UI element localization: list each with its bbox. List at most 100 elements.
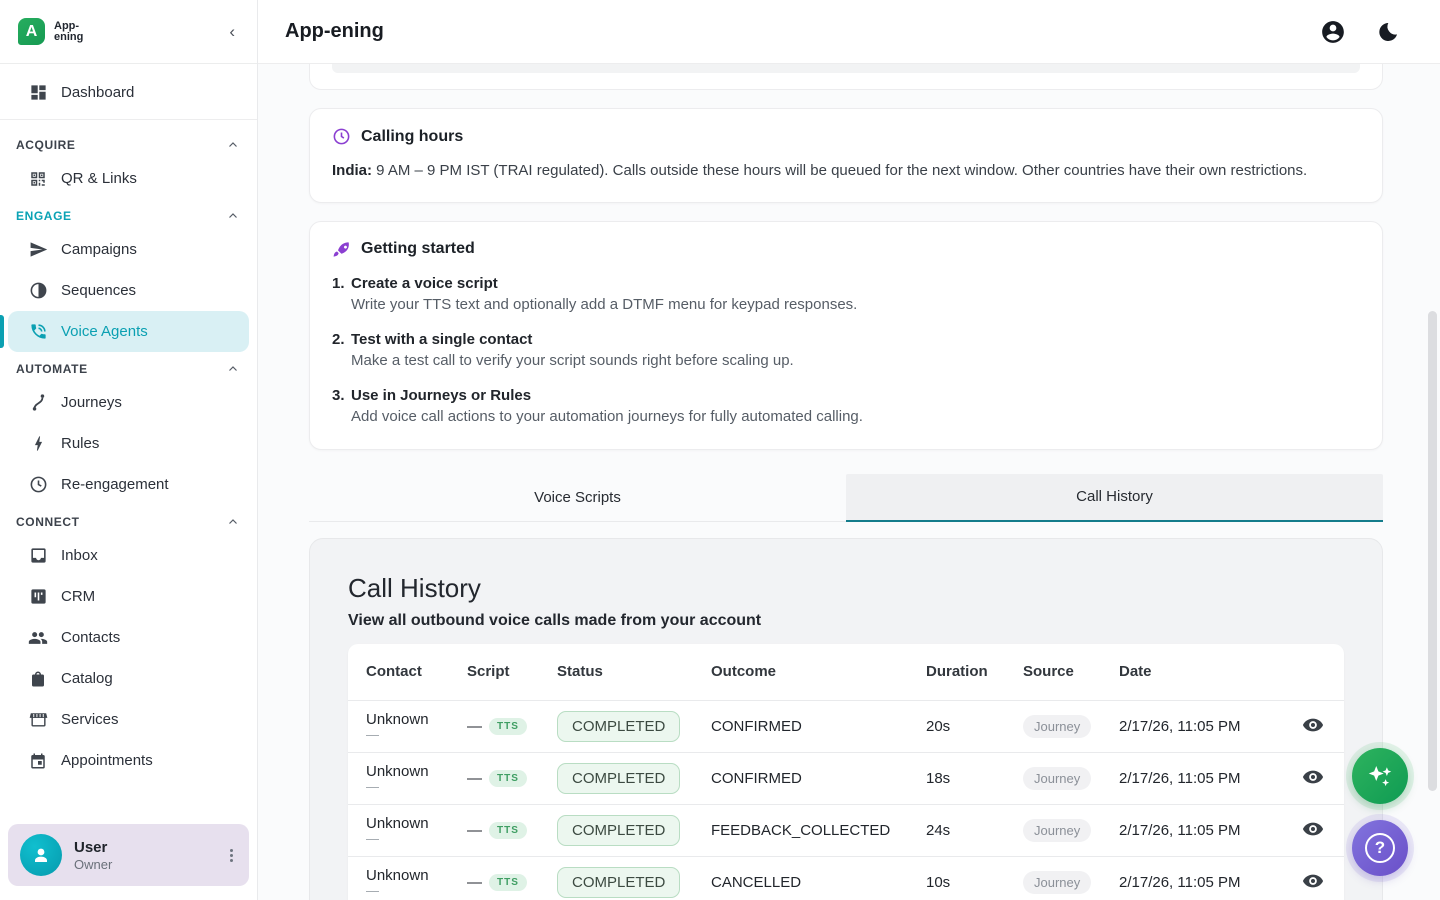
step-number: 2. <box>332 330 345 348</box>
dark-mode-moon-icon[interactable] <box>1376 20 1400 44</box>
dashboard-icon <box>28 83 48 103</box>
sidebar-item-label: CRM <box>61 588 96 605</box>
contact-sub: — <box>366 726 379 742</box>
scrolled-card-remnant <box>309 64 1383 90</box>
brand-logo-icon: A <box>18 18 45 45</box>
view-call-eye-icon[interactable] <box>1300 712 1326 738</box>
contact-name: Unknown <box>366 710 429 728</box>
rocket-icon <box>333 242 349 257</box>
sidebar-item-dashboard[interactable]: Dashboard <box>0 72 257 113</box>
country-label: India: <box>332 162 372 179</box>
chevron-up-icon <box>229 519 237 524</box>
step-description: Add voice call actions to your automatio… <box>351 407 863 425</box>
section-label: CONNECT <box>16 515 80 529</box>
section-acquire[interactable]: ACQUIRE <box>0 128 257 158</box>
step-description: Write your TTS text and optionally add a… <box>351 295 858 313</box>
sidebar-brand: A App- ening ‹ <box>0 0 257 64</box>
source-badge: Journey <box>1023 818 1092 842</box>
date-value: 2/17/26, 11:05 PM <box>1119 717 1241 735</box>
duration-value: 24s <box>926 821 951 839</box>
script-value: — <box>467 717 482 735</box>
section-label: AUTOMATE <box>16 362 88 376</box>
duration-value: 18s <box>926 769 951 787</box>
sidebar-item-label: Catalog <box>61 670 113 687</box>
step-number: 3. <box>332 386 345 404</box>
contact-sub: — <box>366 778 379 794</box>
duration-value: 10s <box>926 873 951 891</box>
sidebar-item-contacts[interactable]: Contacts <box>0 617 257 658</box>
chevron-up-icon <box>229 213 237 218</box>
section-connect[interactable]: CONNECT <box>0 505 257 535</box>
sidebar-item-label: QR & Links <box>61 170 137 187</box>
table-row: Unknown — — TTS COMPLETED CANCELLED 10s Jo… <box>348 855 1344 900</box>
sidebar-item-re-engagement[interactable]: Re-engagement <box>0 464 257 505</box>
contact-name: Unknown <box>366 866 429 884</box>
send-icon <box>28 240 48 260</box>
col-script: Script <box>467 663 510 681</box>
tab-voice-scripts[interactable]: Voice Scripts <box>309 474 846 522</box>
outcome-value: CONFIRMED <box>711 769 802 787</box>
sidebar-item-label: Inbox <box>61 547 98 564</box>
user-name: User <box>74 838 108 856</box>
table-row: Unknown — — TTS COMPLETED FEEDBACK_COLLECT… <box>348 803 1344 856</box>
tab-bar: Voice Scripts Call History <box>309 473 1383 522</box>
getting-started-title: Getting started <box>361 240 475 258</box>
section-automate[interactable]: AUTOMATE <box>0 352 257 382</box>
user-menu-kebab-icon[interactable] <box>224 843 239 868</box>
call-history-panel: Call History View all outbound voice cal… <box>309 537 1383 900</box>
outcome-value: FEEDBACK_COLLECTED <box>711 821 891 839</box>
view-call-eye-icon[interactable] <box>1300 816 1326 842</box>
main-content: Calling hours India: 9 AM – 9 PM IST (TR… <box>258 64 1440 900</box>
sparkles-icon <box>1368 766 1392 787</box>
tab-call-history[interactable]: Call History <box>846 473 1383 522</box>
sidebar-item-campaigns[interactable]: Campaigns <box>0 229 257 270</box>
section-label: ACQUIRE <box>16 138 76 152</box>
sidebar-item-catalog[interactable]: Catalog <box>0 658 257 699</box>
sidebar-nav: Dashboard ACQUIRE QR & Links ENGAGE Camp… <box>0 64 257 814</box>
sidebar: A App- ening ‹ Dashboard ACQUIRE QR & Li… <box>0 0 258 900</box>
ai-assistant-button[interactable] <box>1352 748 1408 804</box>
call-history-title: Call History <box>348 572 481 603</box>
route-icon <box>28 393 48 413</box>
step-number: 1. <box>332 274 345 292</box>
calling-hours-body: 9 AM – 9 PM IST (TRAI regulated). Calls … <box>372 162 1308 179</box>
source-badge: Journey <box>1023 870 1092 894</box>
brand-name: App- ening <box>54 20 83 43</box>
storefront-icon <box>28 710 48 730</box>
sidebar-item-rules[interactable]: Rules <box>0 423 257 464</box>
shopping-bag-icon <box>28 669 48 689</box>
step-item: 3. Use in Journeys or Rules Add voice ca… <box>332 387 1360 425</box>
active-indicator <box>0 315 4 348</box>
getting-started-card: Getting started 1. Create a voice script… <box>309 220 1383 450</box>
status-badge: COMPLETED <box>557 866 681 898</box>
sidebar-item-label: Rules <box>61 435 100 452</box>
sidebar-item-services[interactable]: Services <box>0 699 257 740</box>
scrollbar[interactable] <box>1428 311 1437 791</box>
sidebar-item-voice-agents[interactable]: Voice Agents <box>8 311 249 352</box>
col-duration: Duration <box>926 663 988 681</box>
account-icon[interactable] <box>1320 19 1346 45</box>
sidebar-item-crm[interactable]: CRM <box>0 576 257 617</box>
step-item: 2. Test with a single contact Make a tes… <box>332 331 1360 369</box>
view-call-eye-icon[interactable] <box>1300 868 1326 894</box>
question-mark-icon: ? <box>1365 833 1395 863</box>
sidebar-item-appointments[interactable]: Appointments <box>0 740 257 781</box>
section-engage[interactable]: ENGAGE <box>0 199 257 229</box>
tts-badge: TTS <box>489 873 527 891</box>
page-title: App-ening <box>285 20 384 42</box>
sidebar-item-label: Dashboard <box>61 84 135 101</box>
sidebar-item-inbox[interactable]: Inbox <box>0 535 257 576</box>
help-button[interactable]: ? <box>1352 820 1408 876</box>
sidebar-item-journeys[interactable]: Journeys <box>0 382 257 423</box>
calling-hours-card: Calling hours India: 9 AM – 9 PM IST (TR… <box>309 108 1383 203</box>
sidebar-item-label: Appointments <box>61 752 153 769</box>
clock-icon <box>28 475 48 495</box>
sidebar-collapse-chevron-icon[interactable]: ‹ <box>229 21 235 41</box>
sidebar-item-qr-links[interactable]: QR & Links <box>0 158 257 199</box>
tts-badge: TTS <box>489 821 527 839</box>
user-card[interactable]: User Owner <box>8 824 249 886</box>
sidebar-item-label: Contacts <box>61 629 121 646</box>
contact-sub: — <box>366 830 379 846</box>
sidebar-item-sequences[interactable]: Sequences <box>0 270 257 311</box>
view-call-eye-icon[interactable] <box>1300 764 1326 790</box>
